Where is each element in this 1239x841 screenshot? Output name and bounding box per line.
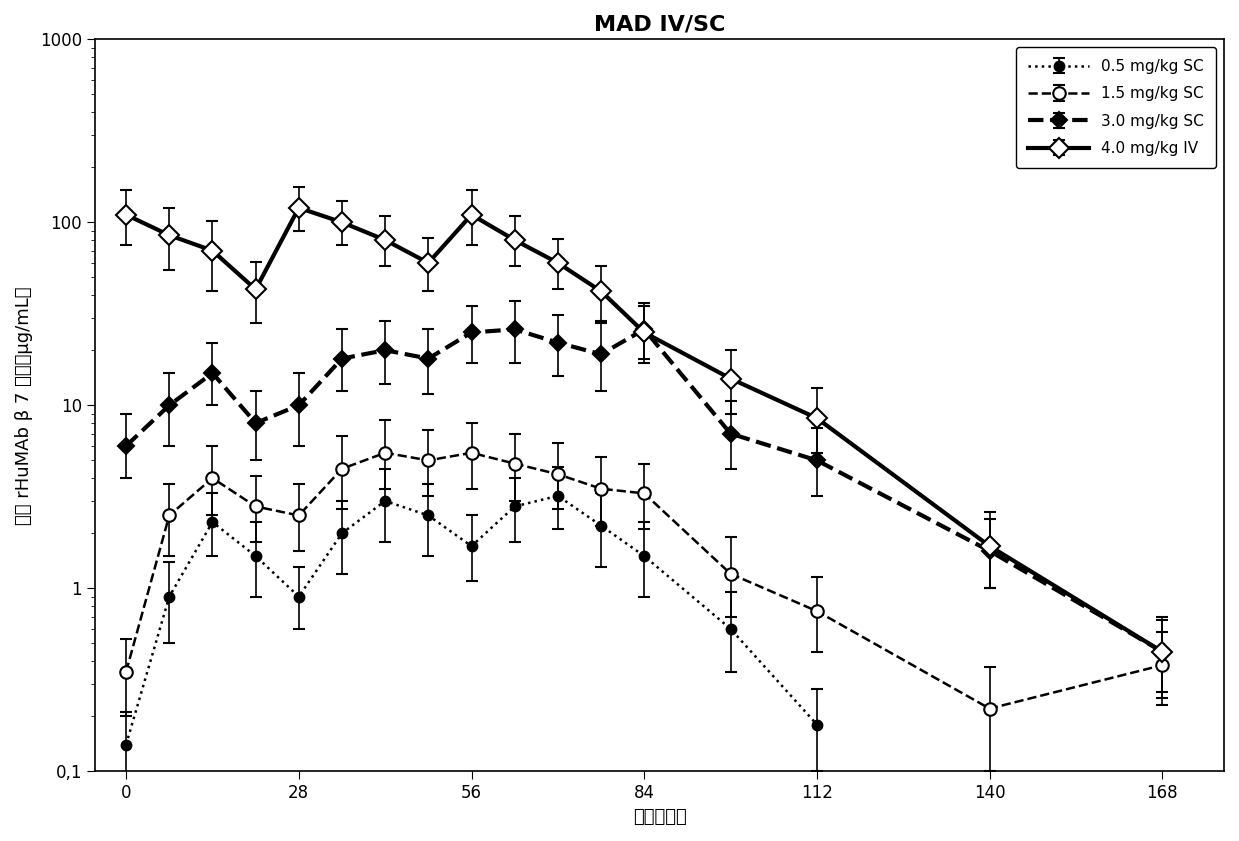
X-axis label: 时间（天）: 时间（天） bbox=[633, 808, 686, 826]
Y-axis label: 血清 rHuMAb β 7 浓度（μg/mL）: 血清 rHuMAb β 7 浓度（μg/mL） bbox=[15, 286, 33, 525]
Legend: 0.5 mg/kg SC, 1.5 mg/kg SC, 3.0 mg/kg SC, 4.0 mg/kg IV: 0.5 mg/kg SC, 1.5 mg/kg SC, 3.0 mg/kg SC… bbox=[1016, 47, 1217, 168]
Title: MAD IV/SC: MAD IV/SC bbox=[593, 15, 725, 35]
